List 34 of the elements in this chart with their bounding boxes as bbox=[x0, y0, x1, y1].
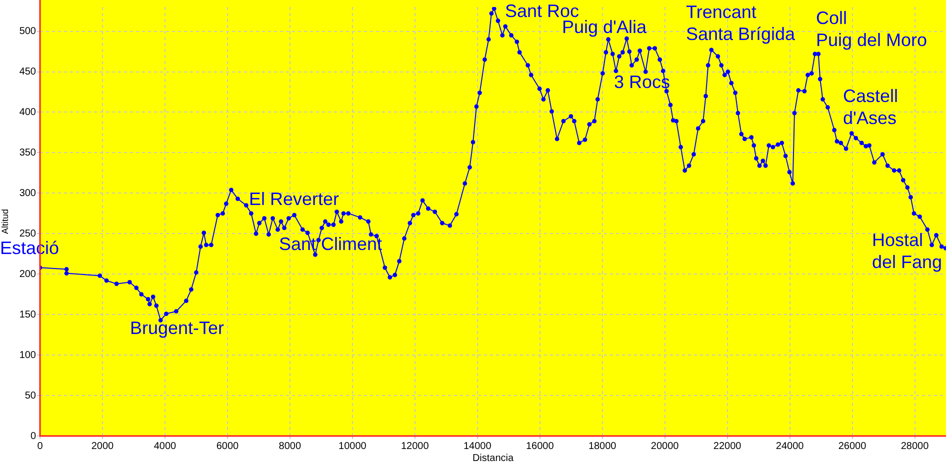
x-tick-label: 2000 bbox=[91, 440, 114, 452]
y-tick-label: 500 bbox=[19, 26, 36, 38]
y-tick-label: 400 bbox=[19, 106, 36, 118]
y-tick-label: 200 bbox=[19, 268, 36, 280]
annotation: Brugent-Ter bbox=[130, 318, 224, 338]
x-tick-label: 20000 bbox=[650, 440, 680, 452]
x-tick-label: 22000 bbox=[713, 440, 742, 452]
x-tick-label: 10000 bbox=[338, 440, 367, 452]
x-tick-label: 28000 bbox=[900, 440, 930, 452]
annotation: El Reverter bbox=[249, 188, 340, 209]
y-tick-label: 0 bbox=[30, 430, 36, 442]
annotation: Castell d'Ases bbox=[843, 86, 898, 128]
x-tick-label: 26000 bbox=[838, 440, 867, 452]
y-tick-label: 100 bbox=[19, 350, 36, 361]
y-tick-label: 350 bbox=[19, 147, 36, 158]
annotation: Coll Puig del Moro bbox=[816, 8, 928, 50]
annotation: Hostal del Fang bbox=[872, 230, 942, 272]
annotation: Trencant Santa Brígida bbox=[686, 2, 796, 44]
y-tick-label: 50 bbox=[24, 390, 36, 402]
x-tick-label: 14000 bbox=[463, 440, 492, 452]
y-tick-label: 450 bbox=[19, 66, 36, 78]
x-tick-label: 12000 bbox=[400, 440, 430, 452]
x-tick-label: 6000 bbox=[216, 440, 240, 452]
y-axis-title: Altitud bbox=[0, 208, 10, 234]
x-tick-label: 4000 bbox=[154, 440, 177, 452]
y-tick-label: 150 bbox=[19, 309, 36, 320]
x-axis-title: Distancia bbox=[472, 452, 514, 464]
y-tick-label: 250 bbox=[19, 228, 36, 240]
x-tick-label: 8000 bbox=[278, 440, 302, 452]
x-tick-label: 16000 bbox=[526, 440, 554, 452]
x-tick-label: 18000 bbox=[588, 440, 617, 452]
x-tick-label: 24000 bbox=[776, 440, 804, 452]
x-tick-label: 0 bbox=[37, 440, 44, 452]
y-tick-label: 300 bbox=[19, 188, 36, 199]
